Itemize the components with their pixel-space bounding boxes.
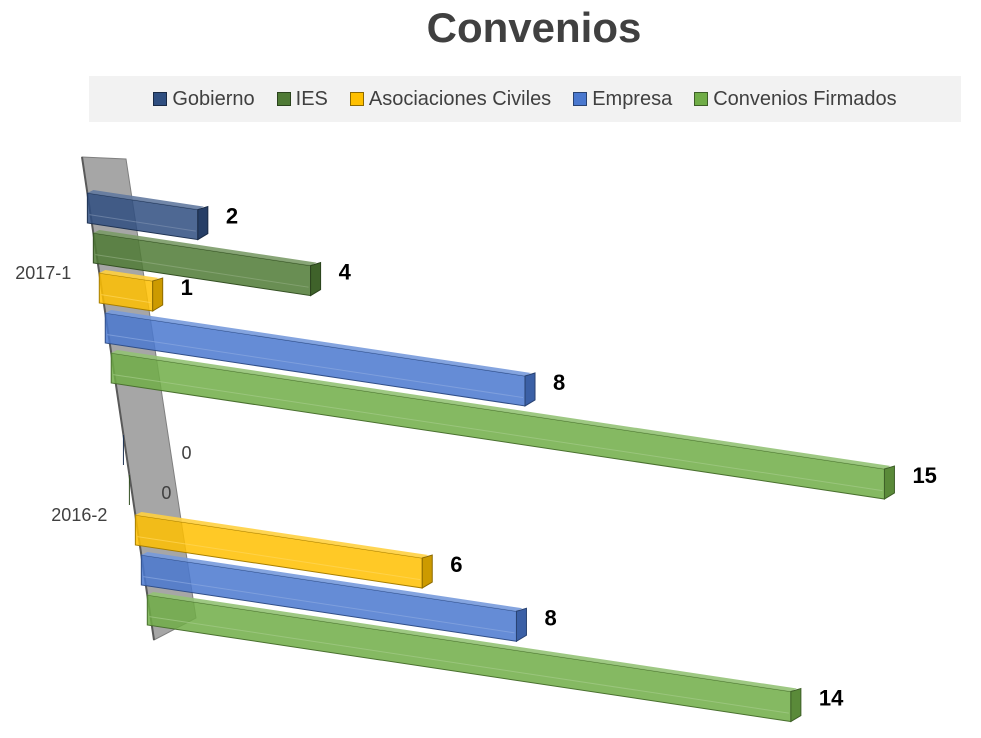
legend: Gobierno IES Asociaciones Civiles Empres… — [89, 76, 961, 122]
bar-highlight-empresa-2016-2 — [143, 576, 515, 634]
data-label-ies-2017-1: 4 — [339, 260, 352, 285]
legend-label-convenios-firmados: Convenios Firmados — [713, 87, 897, 110]
bar-highlight-convenios-firmados-2016-2 — [149, 616, 789, 714]
data-label-empresa-2016-2: 8 — [544, 605, 556, 630]
legend-swatch-empresa — [573, 92, 588, 106]
data-label-asociaciones-civiles-2017-1: 1 — [181, 275, 193, 300]
bar-end-ies-2017-1 — [310, 261, 322, 297]
bar-highlight-convenios-firmados-2017-1 — [113, 374, 883, 492]
bar-top-gobierno-2017-1 — [87, 190, 204, 210]
bar-top-convenios-firmados-2016-2 — [147, 592, 797, 692]
bar-end-empresa-2017-1 — [524, 372, 536, 407]
legend-label-gobierno: Gobierno — [172, 87, 255, 110]
data-label-asociaciones-civiles-2016-2: 6 — [450, 552, 462, 577]
legend-item-asociaciones-civiles: Asociaciones Civiles — [349, 87, 552, 111]
legend-item-empresa: Empresa — [573, 88, 672, 111]
bar-top-empresa-2017-1 — [105, 310, 532, 376]
bar-highlight-ies-2017-1 — [95, 254, 309, 288]
chart-title: Convenios — [426, 4, 642, 51]
bar-end-asociaciones-civiles-2016-2 — [421, 554, 433, 589]
data-label-empresa-2017-1: 8 — [553, 370, 565, 395]
bar-end-convenios-firmados-2017-1 — [883, 465, 895, 500]
bar-end-convenios-firmados-2016-2 — [790, 687, 802, 723]
legend-label-ies: IES — [295, 87, 328, 110]
legend-label-empresa: Empresa — [592, 87, 673, 110]
data-label-convenios-firmados-2017-1: 15 — [912, 463, 936, 488]
category-label-2016-2: 2016-2 — [51, 505, 107, 525]
bar-top-asociaciones-civiles-2016-2 — [135, 512, 429, 559]
legend-swatch-gobierno — [153, 92, 168, 106]
legend-swatch-asociaciones-civiles — [349, 92, 364, 106]
bar-end-gobierno-2017-1 — [197, 205, 209, 241]
bar-end-empresa-2016-2 — [515, 607, 527, 643]
bar-highlight-empresa-2017-1 — [107, 334, 524, 399]
data-label-gobierno-2017-1: 2 — [226, 204, 238, 229]
legend-swatch-convenios-firmados — [694, 92, 709, 106]
legend-swatch-ies — [276, 92, 291, 106]
bar-top-empresa-2016-2 — [141, 552, 523, 612]
category-label-2017-1: 2017-1 — [15, 263, 71, 283]
bar-highlight-asociaciones-civiles-2016-2 — [137, 536, 421, 581]
bar-top-asociaciones-civiles-2017-1 — [99, 270, 159, 282]
bar-top-ies-2017-1 — [93, 230, 317, 266]
bar-highlight-gobierno-2017-1 — [89, 214, 196, 232]
legend-item-gobierno: Gobierno — [153, 87, 255, 111]
data-label-gobierno-2016-2: 0 — [181, 443, 191, 463]
legend-item-ies: IES — [276, 87, 328, 111]
data-label-convenios-firmados-2016-2: 14 — [819, 686, 844, 711]
bar-highlight-asociaciones-civiles-2017-1 — [101, 294, 151, 304]
data-label-ies-2016-2: 0 — [161, 483, 171, 503]
bar-top-convenios-firmados-2017-1 — [111, 350, 891, 469]
legend-item-convenios-firmados: Convenios Firmados — [694, 87, 897, 111]
legend-label-asociaciones-civiles: Asociaciones Civiles — [368, 87, 552, 110]
bar-end-asociaciones-civiles-2017-1 — [152, 277, 164, 312]
